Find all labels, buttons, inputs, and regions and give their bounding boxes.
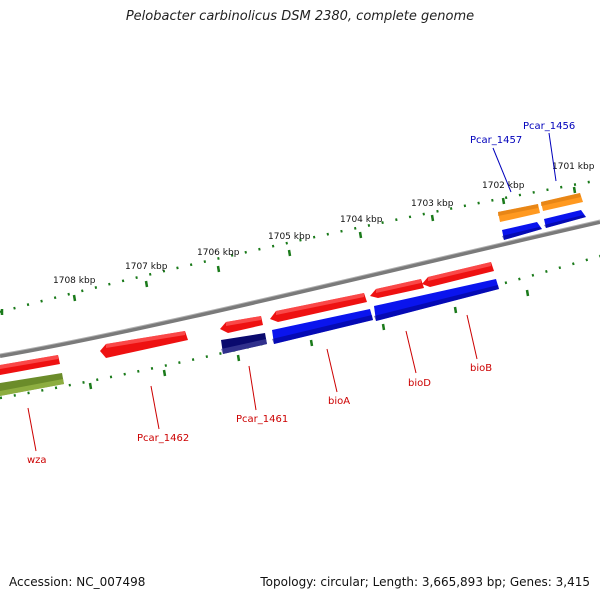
gene-pcar1457[interactable] (498, 204, 540, 222)
ruler-label-1702: 1702 kbp (482, 181, 525, 191)
ruler-label-1706: 1706 kbp (197, 248, 240, 258)
tick-1708 (72, 294, 77, 302)
label-wza[interactable]: wza (27, 455, 47, 466)
ruler-label-1704: 1704 kbp (340, 215, 383, 225)
gene-bioA[interactable] (270, 293, 367, 322)
tick-inner-1 (525, 289, 530, 297)
tick-inner-7 (88, 382, 93, 390)
tick-inner-5 (236, 354, 241, 362)
label-bioB[interactable]: bioB (470, 363, 492, 374)
genome-backbone (0, 220, 600, 358)
outer-ruler-track (0, 178, 600, 314)
gene-pcar1462[interactable] (100, 331, 188, 358)
tick-inner-2 (453, 306, 458, 314)
gene-wza-forward[interactable] (0, 355, 60, 375)
gene-pcar1461[interactable] (220, 316, 263, 333)
leader-pcar1456 (548, 132, 557, 182)
tick-1707 (144, 280, 149, 288)
ruler-label-1701: 1701 kbp (552, 162, 595, 172)
leader-bioD (405, 330, 417, 374)
ruler-label-1705: 1705 kbp (268, 232, 311, 242)
tick-1706 (216, 265, 221, 273)
label-pcar1456[interactable]: Pcar_1456 (523, 121, 575, 132)
tick-inner-6 (162, 369, 167, 377)
tick-1701 (572, 186, 577, 194)
leader-bioA (326, 348, 338, 393)
gene-pcar1461-reverse[interactable] (221, 333, 267, 354)
gene-bioA-reverse[interactable] (272, 309, 373, 344)
tick-inner-3 (381, 323, 386, 331)
label-pcar1462[interactable]: Pcar_1462 (137, 433, 189, 444)
tick-1705 (287, 249, 292, 257)
ruler-label-1707: 1707 kbp (125, 262, 168, 272)
label-pcar1457[interactable]: Pcar_1457 (470, 135, 522, 146)
label-pcar1461[interactable]: Pcar_1461 (236, 414, 288, 425)
leader-bioB (466, 314, 478, 360)
gene-pcar1457-reverse[interactable] (502, 222, 542, 240)
leader-pcar1457 (492, 147, 512, 193)
gene-pcar1456-reverse[interactable] (544, 210, 586, 228)
label-leaders (27, 132, 557, 452)
tick-1704 (358, 231, 363, 239)
leader-wza (27, 407, 37, 452)
ruler-label-1703: 1703 kbp (411, 199, 454, 209)
tick-inner-4 (309, 339, 314, 347)
gene-bioB[interactable] (422, 262, 494, 287)
accession-text: Accession: NC_007498 (9, 575, 146, 589)
tick-1703 (430, 214, 435, 222)
genome-summary-text: Topology: circular; Length: 3,665,893 bp… (260, 575, 590, 589)
gene-bioD[interactable] (370, 279, 424, 298)
gene-pcar1456[interactable] (541, 193, 583, 211)
map-title: Pelobacter carbinolicus DSM 2380, comple… (125, 9, 475, 24)
label-bioA[interactable]: bioA (328, 396, 350, 407)
ruler-label-1708: 1708 kbp (53, 276, 96, 286)
leader-pcar1462 (150, 385, 160, 430)
leader-pcar1461 (248, 365, 257, 411)
outer-ruler-major-ticks (0, 186, 577, 315)
tick-1702 (501, 197, 506, 205)
gene-wza[interactable] (0, 373, 64, 396)
label-bioD[interactable]: bioD (408, 378, 431, 389)
inner-ruler-major-ticks (88, 289, 530, 390)
gene-bioB-reverse[interactable] (374, 279, 499, 321)
genome-backbone-highlight (0, 219, 600, 355)
